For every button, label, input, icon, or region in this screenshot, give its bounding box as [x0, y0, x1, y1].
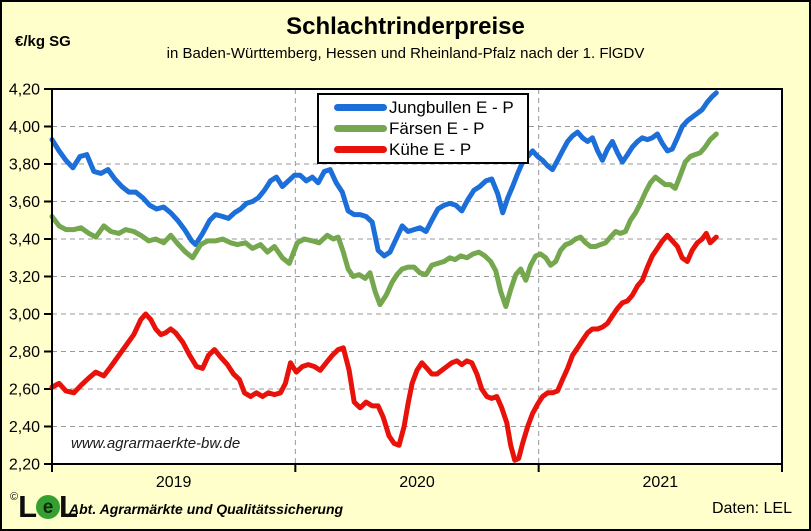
y-tick-label: 4,00	[9, 119, 40, 136]
lel-logo-letter-l2: L	[59, 488, 78, 524]
unit-label: €/kg SG	[15, 33, 71, 50]
y-tick-label: 2,20	[9, 457, 40, 474]
legend-item-kuehe: Kühe E - P	[334, 139, 527, 160]
series-line-1	[49, 131, 719, 309]
faersen-line-swatch	[334, 125, 387, 132]
data-source-label: Daten: LEL	[711, 500, 792, 517]
watermark-url: www.agrarmaerkte-bw.de	[71, 435, 241, 452]
series-line-0	[49, 90, 719, 259]
x-year-label: 2019	[156, 474, 192, 491]
y-tick-label: 2,60	[9, 382, 40, 399]
y-tick-label: 3,60	[9, 194, 40, 211]
legend-item-jungbullen: Jungbullen E - P	[334, 97, 527, 118]
chart-subtitle: in Baden-Württemberg, Hessen und Rheinla…	[166, 45, 645, 62]
legend: Jungbullen E - P Färsen E - P Kühe E - P	[317, 93, 529, 164]
series-line-2	[49, 230, 719, 463]
lel-logo-circle: e	[36, 495, 61, 519]
department-label: Abt. Agrarmärkte und Qualitätssicherung	[69, 501, 344, 517]
legend-label-jungbullen: Jungbullen E - P	[389, 97, 514, 117]
y-tick-label: 3,00	[9, 307, 40, 324]
y-tick-label: 2,40	[9, 419, 40, 436]
jungbullen-line-swatch	[334, 104, 387, 111]
y-tick-label: 3,40	[9, 232, 40, 249]
chart-title: Schlachtrinderpreise	[286, 13, 525, 40]
kuehe-line-swatch	[334, 146, 387, 153]
lel-logo-letter-l1: L	[18, 488, 37, 524]
y-tick-label: 2,80	[9, 344, 40, 361]
y-tick-label: 3,20	[9, 269, 40, 286]
lel-logo-letter-e: e	[42, 496, 54, 518]
x-year-label: 2020	[399, 474, 435, 491]
y-tick-label: 4,20	[9, 82, 40, 99]
copyright-symbol: ©	[10, 491, 19, 503]
x-year-label: 2021	[643, 474, 679, 491]
y-tick-label: 3,80	[9, 157, 40, 174]
legend-label-kuehe: Kühe E - P	[389, 139, 472, 159]
legend-label-faersen: Färsen E - P	[389, 118, 485, 138]
plot-border	[51, 88, 783, 465]
legend-item-faersen: Färsen E - P	[334, 118, 527, 139]
lel-logo: © L e L	[10, 488, 78, 524]
